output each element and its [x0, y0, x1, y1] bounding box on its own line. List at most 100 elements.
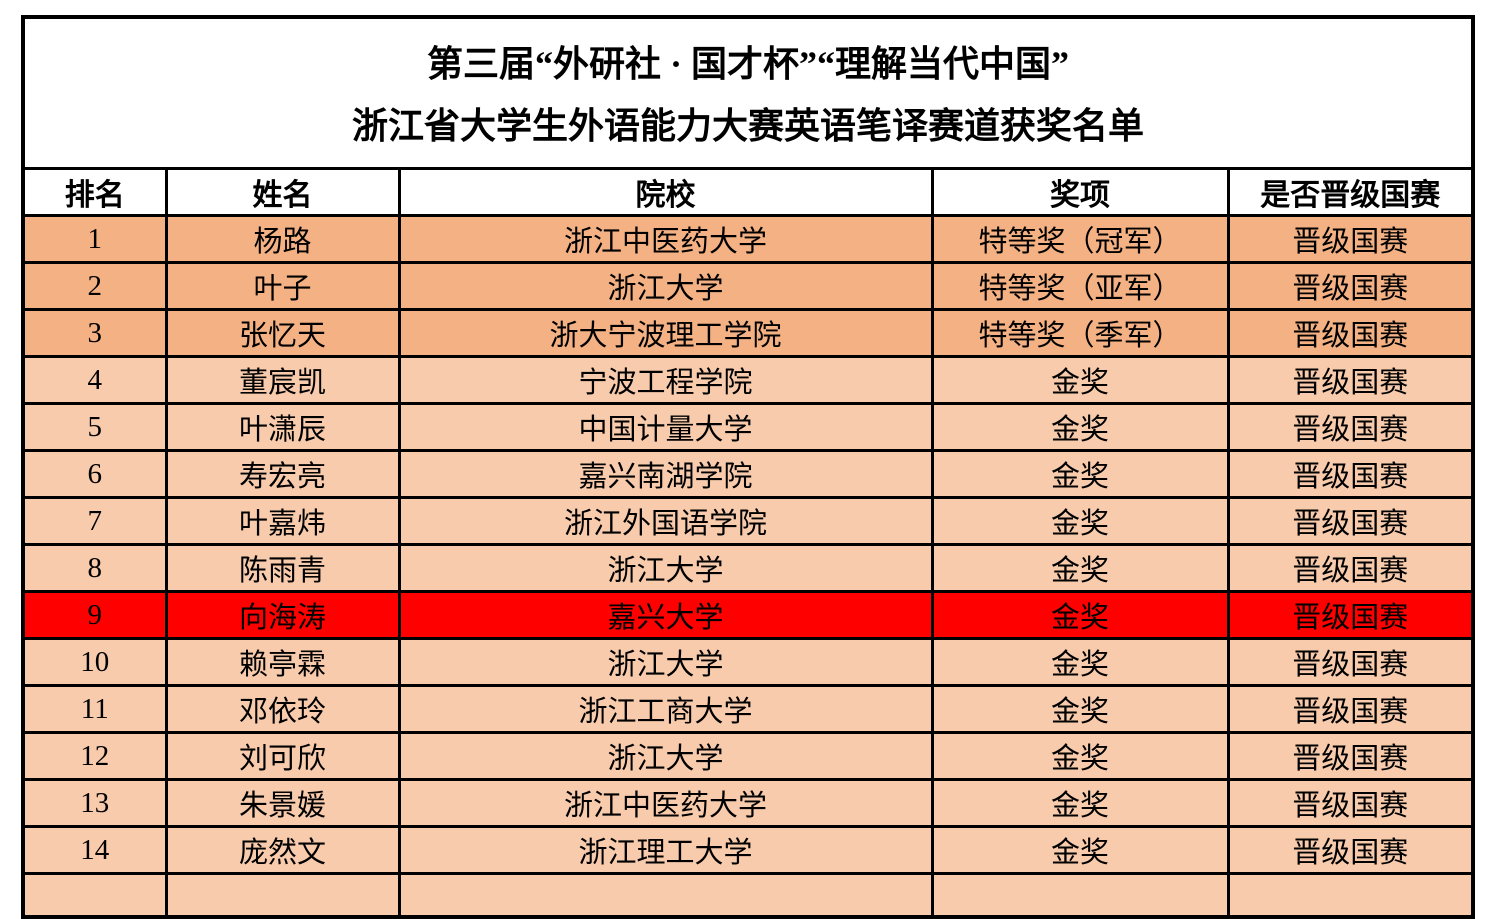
header-award: 奖项 [930, 167, 1230, 217]
name-cell: 庞然文 [164, 825, 401, 875]
school-cell: 浙江中医药大学 [397, 778, 934, 828]
national-cell: 晋级国赛 [1226, 825, 1475, 875]
award-cell: 金奖 [930, 684, 1230, 734]
school-cell: 中国计量大学 [397, 402, 934, 452]
national-cell: 晋级国赛 [1226, 402, 1475, 452]
name-cell: 赖亭霖 [164, 637, 401, 687]
award-cell: 特等奖（冠军） [930, 214, 1230, 264]
table-row: 14 庞然文 浙江理工大学 金奖 晋级国赛 [21, 825, 1475, 875]
awards-table: 第三届“外研社 · 国才杯”“理解当代中国” 浙江省大学生外语能力大赛英语笔译赛… [21, 15, 1475, 919]
table-row: 6 寿宏亮 嘉兴南湖学院 金奖 晋级国赛 [21, 449, 1475, 499]
table-row: 4 董宸凯 宁波工程学院 金奖 晋级国赛 [21, 355, 1475, 405]
school-cell: 浙江理工大学 [397, 825, 934, 875]
award-cell: 金奖 [930, 731, 1230, 781]
table-row: 3 张忆天 浙大宁波理工学院 特等奖（季军） 晋级国赛 [21, 308, 1475, 358]
rank-cell: 13 [21, 778, 168, 828]
table-row: 13 朱景媛 浙江中医药大学 金奖 晋级国赛 [21, 778, 1475, 828]
school-cell: 浙江大学 [397, 637, 934, 687]
national-cell: 晋级国赛 [1226, 684, 1475, 734]
school-cell: 浙江大学 [397, 543, 934, 593]
table-row-partial [21, 872, 1475, 919]
rank-cell: 9 [21, 590, 168, 640]
table-row: 11 邓依玲 浙江工商大学 金奖 晋级国赛 [21, 684, 1475, 734]
header-school: 院校 [397, 167, 934, 217]
title-row: 第三届“外研社 · 国才杯”“理解当代中国” 浙江省大学生外语能力大赛英语笔译赛… [21, 15, 1475, 170]
empty-cell [930, 872, 1230, 919]
header-row: 排名 姓名 院校 奖项 是否晋级国赛 [21, 167, 1475, 217]
school-cell: 浙江大学 [397, 731, 934, 781]
table-row: 1 杨路 浙江中医药大学 特等奖（冠军） 晋级国赛 [21, 214, 1475, 264]
awards-table-container: 第三届“外研社 · 国才杯”“理解当代中国” 浙江省大学生外语能力大赛英语笔译赛… [21, 15, 1475, 919]
award-cell: 金奖 [930, 449, 1230, 499]
award-cell: 金奖 [930, 543, 1230, 593]
rank-cell: 3 [21, 308, 168, 358]
national-cell: 晋级国赛 [1226, 214, 1475, 264]
name-cell: 张忆天 [164, 308, 401, 358]
rank-cell: 1 [21, 214, 168, 264]
header-national: 是否晋级国赛 [1226, 167, 1475, 217]
award-cell: 金奖 [930, 825, 1230, 875]
name-cell: 叶潇辰 [164, 402, 401, 452]
award-cell: 金奖 [930, 496, 1230, 546]
national-cell: 晋级国赛 [1226, 496, 1475, 546]
school-cell: 浙江大学 [397, 261, 934, 311]
school-cell: 浙江外国语学院 [397, 496, 934, 546]
rank-cell: 11 [21, 684, 168, 734]
table-row: 5 叶潇辰 中国计量大学 金奖 晋级国赛 [21, 402, 1475, 452]
national-cell: 晋级国赛 [1226, 637, 1475, 687]
rank-cell: 5 [21, 402, 168, 452]
award-cell: 特等奖（亚军） [930, 261, 1230, 311]
page-title-line1: 第三届“外研社 · 国才杯”“理解当代中国” [426, 44, 1069, 84]
empty-cell [397, 872, 934, 919]
table-row: 12 刘可欣 浙江大学 金奖 晋级国赛 [21, 731, 1475, 781]
rank-cell: 10 [21, 637, 168, 687]
name-cell: 刘可欣 [164, 731, 401, 781]
name-cell: 陈雨青 [164, 543, 401, 593]
header-name: 姓名 [164, 167, 401, 217]
award-cell: 金奖 [930, 637, 1230, 687]
award-cell: 特等奖（季军） [930, 308, 1230, 358]
school-cell: 浙大宁波理工学院 [397, 308, 934, 358]
name-cell: 杨路 [164, 214, 401, 264]
name-cell: 向海涛 [164, 590, 401, 640]
national-cell: 晋级国赛 [1226, 261, 1475, 311]
table-row: 7 叶嘉炜 浙江外国语学院 金奖 晋级国赛 [21, 496, 1475, 546]
name-cell: 叶子 [164, 261, 401, 311]
table-row: 9 向海涛 嘉兴大学 金奖 晋级国赛 [21, 590, 1475, 640]
award-cell: 金奖 [930, 402, 1230, 452]
empty-cell [1226, 872, 1475, 919]
rank-cell: 12 [21, 731, 168, 781]
school-cell: 浙江工商大学 [397, 684, 934, 734]
name-cell: 寿宏亮 [164, 449, 401, 499]
school-cell: 嘉兴大学 [397, 590, 934, 640]
name-cell: 邓依玲 [164, 684, 401, 734]
rank-cell: 2 [21, 261, 168, 311]
name-cell: 董宸凯 [164, 355, 401, 405]
name-cell: 朱景媛 [164, 778, 401, 828]
national-cell: 晋级国赛 [1226, 731, 1475, 781]
school-cell: 嘉兴南湖学院 [397, 449, 934, 499]
national-cell: 晋级国赛 [1226, 778, 1475, 828]
page-title-line2: 浙江省大学生外语能力大赛英语笔译赛道获奖名单 [351, 106, 1144, 146]
national-cell: 晋级国赛 [1226, 449, 1475, 499]
page-title: 第三届“外研社 · 国才杯”“理解当代中国” 浙江省大学生外语能力大赛英语笔译赛… [21, 15, 1475, 170]
rank-cell: 14 [21, 825, 168, 875]
name-cell: 叶嘉炜 [164, 496, 401, 546]
rank-cell: 8 [21, 543, 168, 593]
empty-cell [21, 872, 168, 919]
national-cell: 晋级国赛 [1226, 543, 1475, 593]
award-cell: 金奖 [930, 778, 1230, 828]
table-row: 8 陈雨青 浙江大学 金奖 晋级国赛 [21, 543, 1475, 593]
national-cell: 晋级国赛 [1226, 355, 1475, 405]
national-cell: 晋级国赛 [1226, 590, 1475, 640]
table-body: 1 杨路 浙江中医药大学 特等奖（冠军） 晋级国赛 2 叶子 浙江大学 特等奖（… [21, 214, 1475, 919]
rank-cell: 4 [21, 355, 168, 405]
school-cell: 宁波工程学院 [397, 355, 934, 405]
rank-cell: 7 [21, 496, 168, 546]
table-row: 10 赖亭霖 浙江大学 金奖 晋级国赛 [21, 637, 1475, 687]
school-cell: 浙江中医药大学 [397, 214, 934, 264]
empty-cell [164, 872, 401, 919]
table-row: 2 叶子 浙江大学 特等奖（亚军） 晋级国赛 [21, 261, 1475, 311]
national-cell: 晋级国赛 [1226, 308, 1475, 358]
award-cell: 金奖 [930, 590, 1230, 640]
